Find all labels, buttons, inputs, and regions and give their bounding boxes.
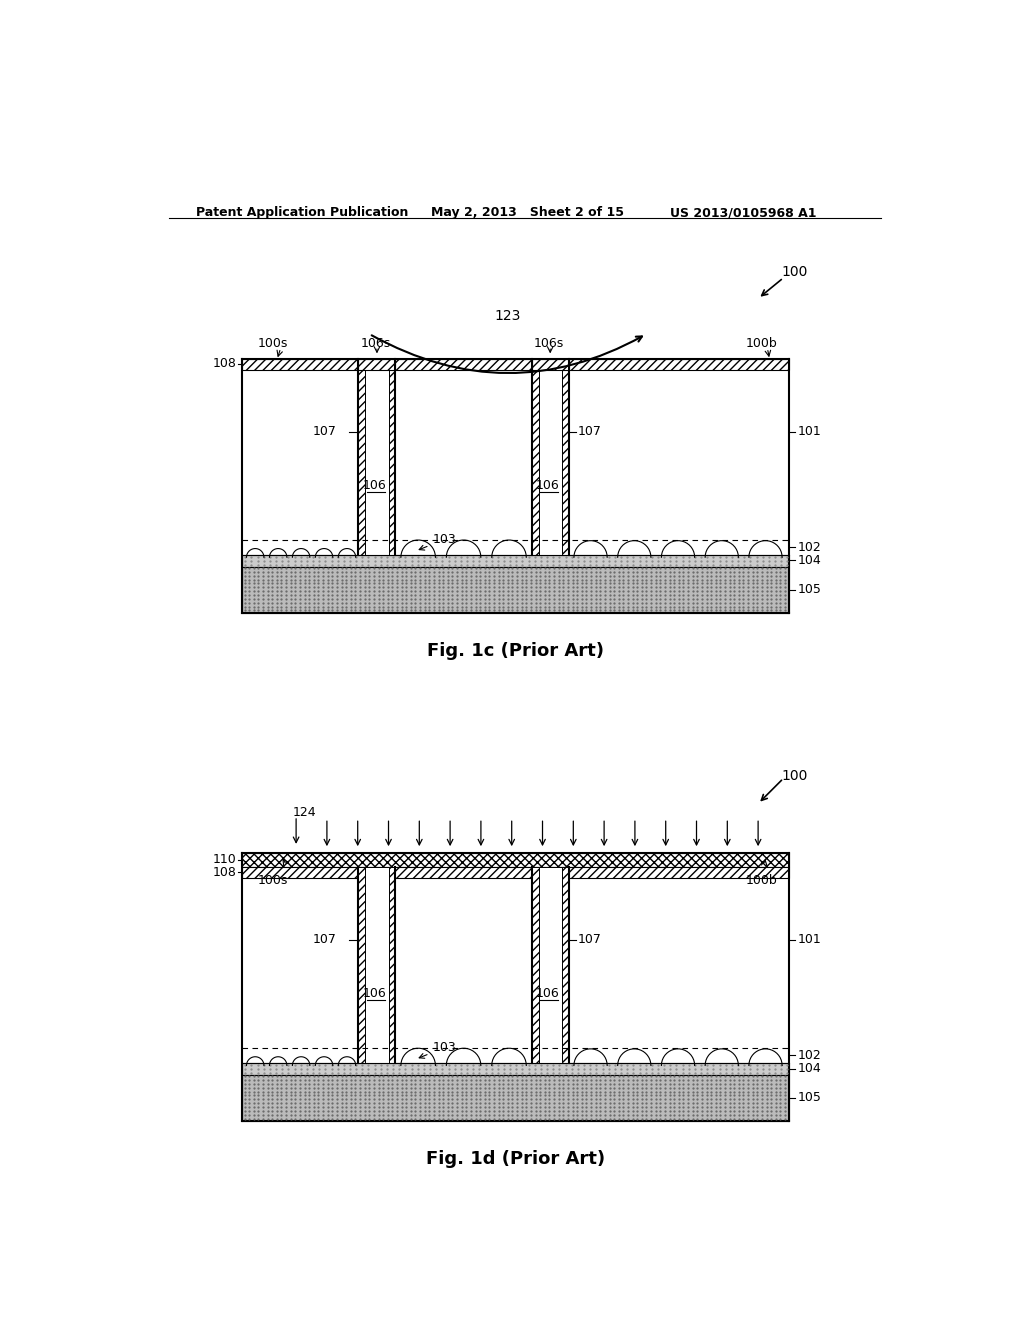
- Text: Patent Application Publication: Patent Application Publication: [196, 206, 409, 219]
- Bar: [531, 867, 539, 1063]
- Text: 107: 107: [578, 933, 602, 946]
- Bar: [243, 867, 788, 878]
- Text: 105: 105: [798, 583, 822, 597]
- Text: 100s: 100s: [258, 874, 288, 887]
- Text: 107: 107: [578, 425, 602, 438]
- Text: 106: 106: [536, 987, 560, 1001]
- Bar: [531, 359, 539, 554]
- Bar: [243, 554, 788, 566]
- Text: US 2013/0105968 A1: US 2013/0105968 A1: [670, 206, 816, 219]
- Text: 100: 100: [781, 265, 808, 280]
- Bar: [562, 359, 568, 554]
- Bar: [243, 359, 788, 370]
- Text: 107: 107: [313, 425, 337, 438]
- Text: 102: 102: [798, 1049, 822, 1063]
- Text: 104: 104: [798, 554, 822, 566]
- Text: 106s: 106s: [534, 337, 564, 350]
- Bar: [358, 867, 366, 1063]
- Text: 103: 103: [419, 1041, 456, 1059]
- Bar: [539, 867, 562, 1063]
- Bar: [358, 359, 366, 554]
- Text: 101: 101: [798, 933, 822, 946]
- Text: 100b: 100b: [745, 874, 777, 887]
- Text: 101: 101: [798, 425, 822, 438]
- Text: 124: 124: [292, 805, 315, 818]
- Text: 107: 107: [313, 933, 337, 946]
- Text: Fig. 1d (Prior Art): Fig. 1d (Prior Art): [426, 1151, 605, 1168]
- Bar: [539, 359, 562, 554]
- Text: 100: 100: [781, 770, 808, 783]
- Bar: [243, 853, 788, 867]
- Bar: [562, 867, 568, 1063]
- Bar: [243, 566, 788, 612]
- Bar: [388, 867, 395, 1063]
- Bar: [531, 359, 568, 370]
- Text: Fig. 1c (Prior Art): Fig. 1c (Prior Art): [427, 643, 604, 660]
- Text: 106s: 106s: [360, 337, 390, 350]
- Bar: [358, 359, 395, 370]
- Bar: [243, 1074, 788, 1121]
- Text: 100s: 100s: [258, 337, 288, 350]
- Text: 108: 108: [212, 866, 237, 879]
- Text: 105: 105: [798, 1092, 822, 1105]
- Bar: [243, 1063, 788, 1074]
- Text: 110: 110: [212, 853, 237, 866]
- Text: May 2, 2013   Sheet 2 of 15: May 2, 2013 Sheet 2 of 15: [431, 206, 624, 219]
- Bar: [388, 359, 395, 554]
- Text: 104: 104: [798, 1063, 822, 1074]
- Text: 106: 106: [536, 479, 560, 492]
- Text: 106: 106: [362, 479, 386, 492]
- Text: 108: 108: [212, 358, 237, 371]
- Bar: [366, 359, 388, 554]
- Text: 100b: 100b: [745, 337, 777, 350]
- Text: 103: 103: [419, 533, 456, 550]
- Bar: [366, 867, 388, 1063]
- Text: 123: 123: [495, 309, 521, 323]
- Text: 106: 106: [362, 987, 386, 1001]
- Text: 102: 102: [798, 541, 822, 554]
